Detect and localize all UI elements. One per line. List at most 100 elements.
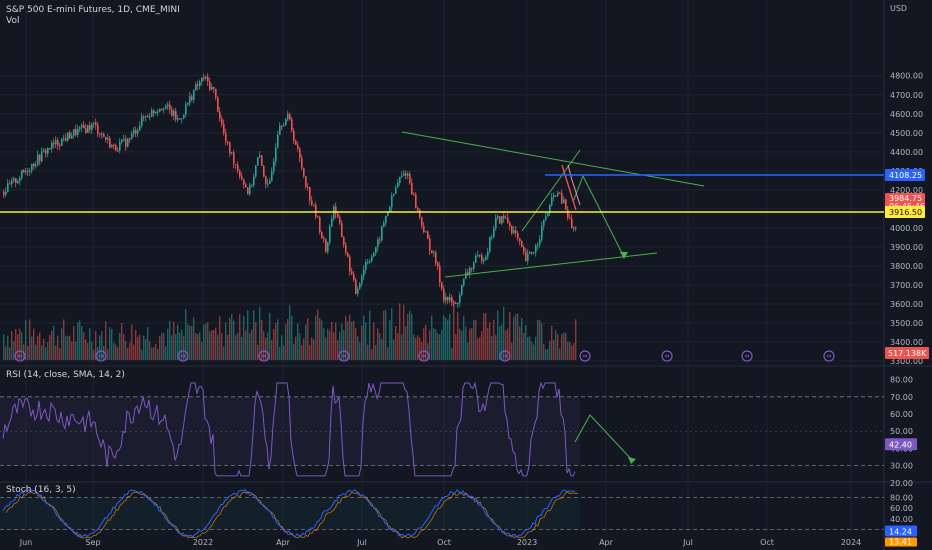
volume-bar: [443, 315, 445, 360]
news-flag-icon: [177, 350, 189, 362]
candle-body: [509, 222, 511, 227]
candle-body: [309, 187, 311, 201]
volume-bar: [403, 304, 405, 360]
volume-bar: [109, 327, 111, 360]
volume-bar: [85, 339, 87, 360]
candle-body: [251, 185, 253, 187]
candle-body: [263, 165, 265, 177]
candle-body: [87, 125, 89, 133]
y-tick-label: 3800.00: [890, 262, 923, 271]
candle-body: [29, 170, 31, 172]
candle-body: [483, 259, 485, 262]
candle-body: [403, 173, 405, 176]
candle-body: [9, 183, 11, 185]
volume-bar: [133, 344, 135, 360]
volume-bar: [291, 315, 293, 360]
candle-body: [199, 81, 201, 86]
candle-body: [551, 196, 553, 205]
candle-body: [177, 118, 179, 120]
news-flag-icon: [418, 350, 430, 362]
volume-bar: [71, 341, 73, 360]
candle-body: [285, 119, 287, 126]
volume-bar: [345, 316, 347, 360]
candle-body: [443, 288, 445, 301]
volume-bar: [397, 333, 399, 360]
candle-body: [413, 194, 415, 196]
candle-body: [445, 296, 447, 301]
candle-body: [451, 297, 453, 303]
candle-body: [3, 191, 5, 195]
news-flag-icon: [499, 350, 511, 362]
volume-bar: [509, 312, 511, 360]
candle-body: [339, 217, 341, 224]
candle-body: [119, 142, 121, 151]
volume-bar: [439, 334, 441, 360]
candle-body: [233, 152, 235, 164]
candle-body: [315, 204, 317, 217]
volume-bar: [387, 347, 389, 360]
x-tick-label: 2023: [517, 538, 537, 547]
candle-body: [337, 213, 339, 218]
volume-bar: [255, 322, 257, 360]
volume-bar: [65, 335, 67, 360]
volume-bar: [41, 345, 43, 360]
candle-body: [489, 236, 491, 252]
candle-body: [221, 118, 223, 125]
volume-bar: [477, 338, 479, 360]
candle-body: [193, 90, 195, 100]
volume-bar: [471, 327, 473, 360]
candle-body: [479, 255, 481, 257]
rising-trendline: [521, 149, 581, 232]
volume-bar: [413, 334, 415, 360]
candle-body: [305, 176, 307, 187]
volume-bar: [123, 334, 125, 360]
volume-bar: [541, 323, 543, 360]
candle-body: [439, 266, 441, 283]
volume-bar: [43, 338, 45, 360]
candle-body: [495, 217, 497, 229]
candle-body: [387, 212, 389, 217]
candle-body: [311, 200, 313, 205]
volume-bar: [47, 342, 49, 360]
volume-bar: [37, 335, 39, 360]
candle-body: [567, 209, 569, 218]
volume-bar: [9, 347, 11, 360]
rsi-value-tag: [885, 438, 917, 451]
candle-body: [287, 114, 289, 120]
volume-bar: [437, 333, 439, 360]
volume-bar: [29, 319, 31, 360]
candle-body: [275, 147, 277, 162]
volume-bar: [309, 344, 311, 360]
candle-body: [259, 155, 261, 158]
volume-bar: [245, 330, 247, 360]
candle-body: [541, 226, 543, 240]
volume-bar: [315, 315, 317, 360]
volume-bar: [537, 319, 539, 360]
volume-bar: [265, 337, 267, 360]
volume-bar: [83, 332, 85, 360]
volume-bar: [569, 341, 571, 360]
candle-body: [467, 272, 469, 275]
volume-bar: [455, 334, 457, 360]
candle-body: [427, 231, 429, 239]
stoch-d-tag: [885, 537, 917, 547]
volume-bar: [303, 338, 305, 360]
volume-bar: [353, 321, 355, 360]
volume-bar: [247, 310, 249, 360]
candle-body: [549, 204, 551, 214]
candle-body: [353, 274, 355, 280]
volume-bar: [97, 347, 99, 360]
volume-bar: [229, 317, 231, 360]
volume-bar: [187, 323, 189, 360]
candle-body: [265, 176, 267, 184]
volume-bar: [3, 334, 5, 360]
volume-bar: [445, 318, 447, 360]
volume-bar: [433, 328, 435, 360]
candle-body: [85, 128, 87, 133]
news-flag-arrow: [17, 354, 22, 358]
candle-body: [303, 168, 305, 177]
volume-bar: [73, 326, 75, 360]
volume-bar: [347, 321, 349, 360]
candle-body: [53, 142, 55, 145]
